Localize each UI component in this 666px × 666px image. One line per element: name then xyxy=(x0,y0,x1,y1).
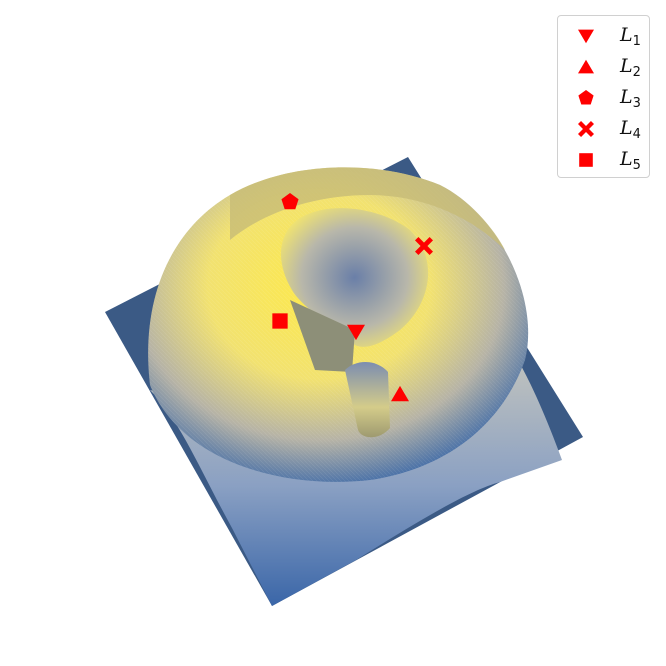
legend-entry: L1 xyxy=(558,20,651,51)
legend-marker-x xyxy=(578,121,594,137)
legend-label: L2 xyxy=(620,55,641,80)
legend-entry: L4 xyxy=(558,113,651,144)
funnel-column xyxy=(345,362,390,438)
legend-marker-square xyxy=(579,153,593,167)
legend: L1 L2 L3 L4 L5 xyxy=(557,15,650,178)
marker-l2 xyxy=(391,385,409,402)
legend-label: L5 xyxy=(620,148,641,173)
legend-marker-triangle-up xyxy=(578,59,594,74)
legend-label: L1 xyxy=(620,24,641,49)
legend-entry: L3 xyxy=(558,82,651,113)
marker-l5 xyxy=(272,313,288,329)
legend-entry: L2 xyxy=(558,51,651,82)
marker-l1 xyxy=(347,324,365,341)
legend-label: L4 xyxy=(620,117,641,142)
legend-entry: L5 xyxy=(558,144,651,175)
marker-l4 xyxy=(415,237,433,255)
marker-l3 xyxy=(281,193,299,210)
legend-marker-triangle-down xyxy=(578,29,594,44)
legend-marker-pentagon xyxy=(578,90,594,105)
cliff-edge xyxy=(290,300,355,372)
markers-layer xyxy=(272,193,433,402)
legend-label: L3 xyxy=(620,86,641,111)
back-ridge xyxy=(230,167,505,250)
inner-hole xyxy=(280,208,429,347)
